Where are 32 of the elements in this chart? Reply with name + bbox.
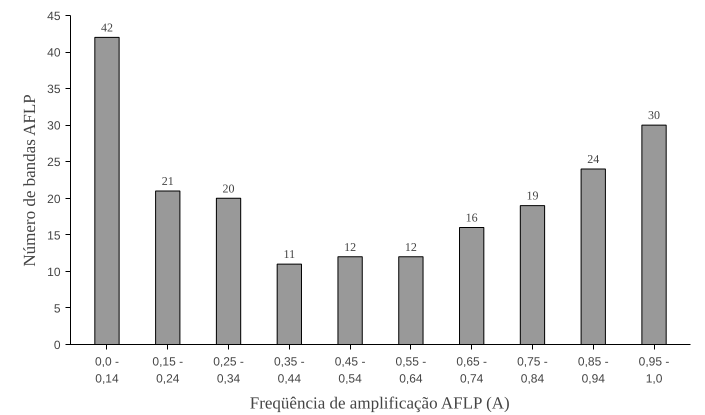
x-tick-label: 0,0 - 0,14	[94, 354, 119, 386]
y-axis-title: Número de bandas AFLP	[20, 94, 40, 267]
x-tick-label: 0,45 - 0,54	[334, 354, 366, 386]
y-tick-label: 0	[54, 338, 61, 352]
y-tick-label: 40	[47, 46, 61, 60]
data-label: 19	[526, 188, 538, 203]
y-tick-label: 35	[47, 82, 61, 96]
data-label: 12	[404, 240, 417, 254]
x-tick-label: 0,35 - 0,44	[274, 354, 305, 386]
y-tick-label: 25	[47, 155, 61, 170]
data-label: 16	[466, 210, 478, 225]
data-label: 12	[344, 240, 356, 254]
data-label: 20	[222, 181, 235, 196]
y-tick-label: 20	[47, 192, 61, 206]
x-tick-label: 0,25 - 0,34	[213, 354, 244, 386]
y-tick-label: 5	[54, 301, 61, 316]
data-label: 42	[100, 20, 113, 34]
x-tick-label: 0,95 - 1,0	[638, 354, 670, 386]
x-tick-label: 0,85 - 0,94	[578, 354, 609, 386]
x-tick-label: 0,55 - 0,64	[396, 354, 426, 386]
data-label: 30	[648, 108, 660, 122]
y-tick-label: 15	[47, 228, 61, 242]
x-tick-label: 0,65 - 0,74	[456, 354, 488, 386]
y-tick-label: 30	[47, 118, 61, 133]
data-label: 24	[587, 152, 600, 166]
y-tick-label: 10	[47, 264, 61, 279]
y-tick-label: 45	[47, 9, 61, 23]
x-tick-label: 0,75 - 0,84	[517, 354, 548, 386]
data-label: 11	[284, 247, 296, 262]
data-label: 21	[162, 174, 174, 188]
x-tick-label: 0,15 - 0,24	[152, 354, 184, 386]
x-axis-title: Freqüência de amplificação AFLP (A)	[250, 393, 510, 412]
